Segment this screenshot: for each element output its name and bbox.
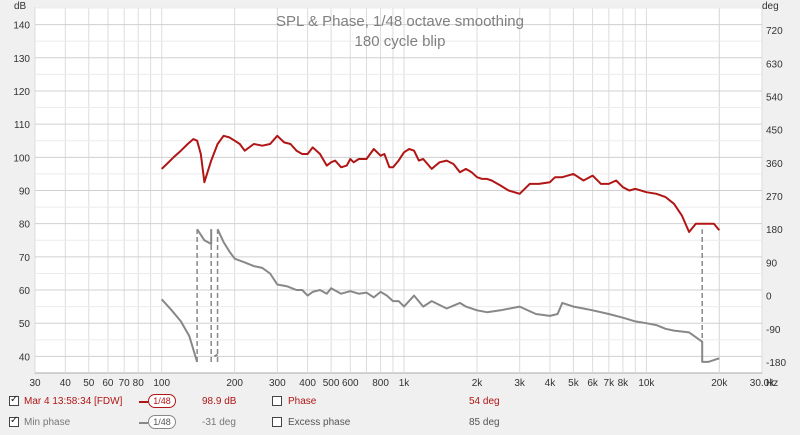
right-axis-unit: deg [762,1,779,12]
y2-tick-label: -180 [766,358,786,369]
spl-smoothing-selector[interactable]: 1/48 [148,394,176,408]
y2-tick-label: 540 [766,92,783,103]
x-tick-label: 7k [604,378,616,389]
x-tick-label: 80 [133,378,145,389]
min-phase-series-line [160,228,720,363]
phase-label[interactable]: Phase [288,396,317,407]
x-tick-label: 60 [102,378,114,389]
y2-tick-label: 0 [766,292,772,303]
y-tick-label: 120 [13,87,30,98]
x-tick-label: 100 [153,378,170,389]
y2-tick-label: 270 [766,192,783,203]
min-phase-series-name[interactable]: Min phase [24,417,71,428]
spl-series-name[interactable]: Mar 4 13:58:34 [FDW] [24,396,123,407]
min-phase-cursor-value: -31 deg [202,417,236,428]
min-phase-visibility-checkbox[interactable] [9,415,19,427]
chart-subtitle: 180 cycle blip [355,33,446,50]
spl-line-swatch [139,401,148,403]
min-phase-line-swatch [139,422,148,424]
y2-tick-label: 90 [766,258,778,269]
excess-phase-checkbox[interactable] [272,417,282,427]
x-tick-label: 200 [226,378,243,389]
spl-visibility-checkbox[interactable] [9,394,19,406]
chart-area: SPL & Phase, 1/48 octave smoothing 180 c… [13,1,786,389]
x-tick-label: 800 [372,378,389,389]
x-tick-label: 30.0k [750,378,775,389]
x-tick-label: 300 [269,378,286,389]
phase-checkbox[interactable] [272,396,282,406]
x-tick-label: 3k [514,378,526,389]
excess-phase-label[interactable]: Excess phase [288,417,351,428]
min-phase-smoothing-selector[interactable]: 1/48 [148,415,176,429]
y2-tick-label: 450 [766,126,783,137]
y-tick-label: 100 [13,153,30,164]
x-tick-label: 8k [618,378,630,389]
y-tick-label: 40 [19,352,31,363]
y-tick-label: 90 [19,187,31,198]
spl-series-line [161,134,721,233]
grid [34,7,763,373]
x-tick-label: 1k [399,378,411,389]
x-tick-labels: 30 40 50 60 70 80 100 200 300 400 500 600 800 1k 2k 3k 4… [29,378,775,389]
x-tick-label: 10k [638,378,655,389]
left-axis-unit: dB [14,1,27,12]
y-tick-label: 110 [14,120,30,131]
y-tick-label: 50 [19,319,31,330]
x-tick-label: 70 [119,378,131,389]
x-tick-label: 6k [587,378,599,389]
legend: Mar 4 13:58:34 [FDW] 1/48 98.9 dB Phase … [0,392,800,434]
phase-jump-lines [196,229,703,362]
legend-row-spl: Mar 4 13:58:34 [FDW] 1/48 98.9 dB Phase … [0,392,800,412]
x-axis-unit: Hz [766,378,778,389]
x-tick-label: 4k [545,378,557,389]
series-group [160,134,721,363]
x-tick-label: 400 [299,378,316,389]
y-tick-label: 80 [19,220,31,231]
x-tick-label: 2k [472,378,484,389]
y-tick-label: 60 [19,286,31,297]
phase-cursor-value: 54 deg [469,396,500,407]
y-tick-labels: 40 50 60 70 80 90 100 110 120 130 140 [13,21,30,364]
x-tick-label: 40 [60,378,72,389]
x-tick-label: 500 [323,378,340,389]
y-tick-label: 130 [13,54,30,65]
x-tick-label: 20k [711,378,728,389]
y2-tick-label: 720 [766,26,783,37]
y-tick-label: 140 [13,21,30,32]
y2-tick-label: 360 [766,159,783,170]
x-tick-label: 600 [342,378,359,389]
x-tick-label: 5k [568,378,580,389]
chart-title: SPL & Phase, 1/48 octave smoothing [276,13,524,30]
y2-tick-label: -90 [766,325,781,336]
x-tick-label: 30 [29,378,41,389]
x-tick-label: 50 [83,378,95,389]
y2-tick-label: 630 [766,59,783,70]
excess-phase-cursor-value: 85 deg [469,417,500,428]
y-tick-label: 70 [19,253,31,264]
legend-row-min-phase: Min phase 1/48 -31 deg Excess phase 85 d… [0,413,800,433]
y2-tick-label: 180 [766,225,783,236]
chart: SPL & Phase, 1/48 octave smoothing 180 c… [13,1,786,389]
spl-cursor-value: 98.9 dB [202,396,237,407]
y2-tick-labels: -180 -90 0 90 180 270 360 450 540 630 720 [766,26,786,369]
